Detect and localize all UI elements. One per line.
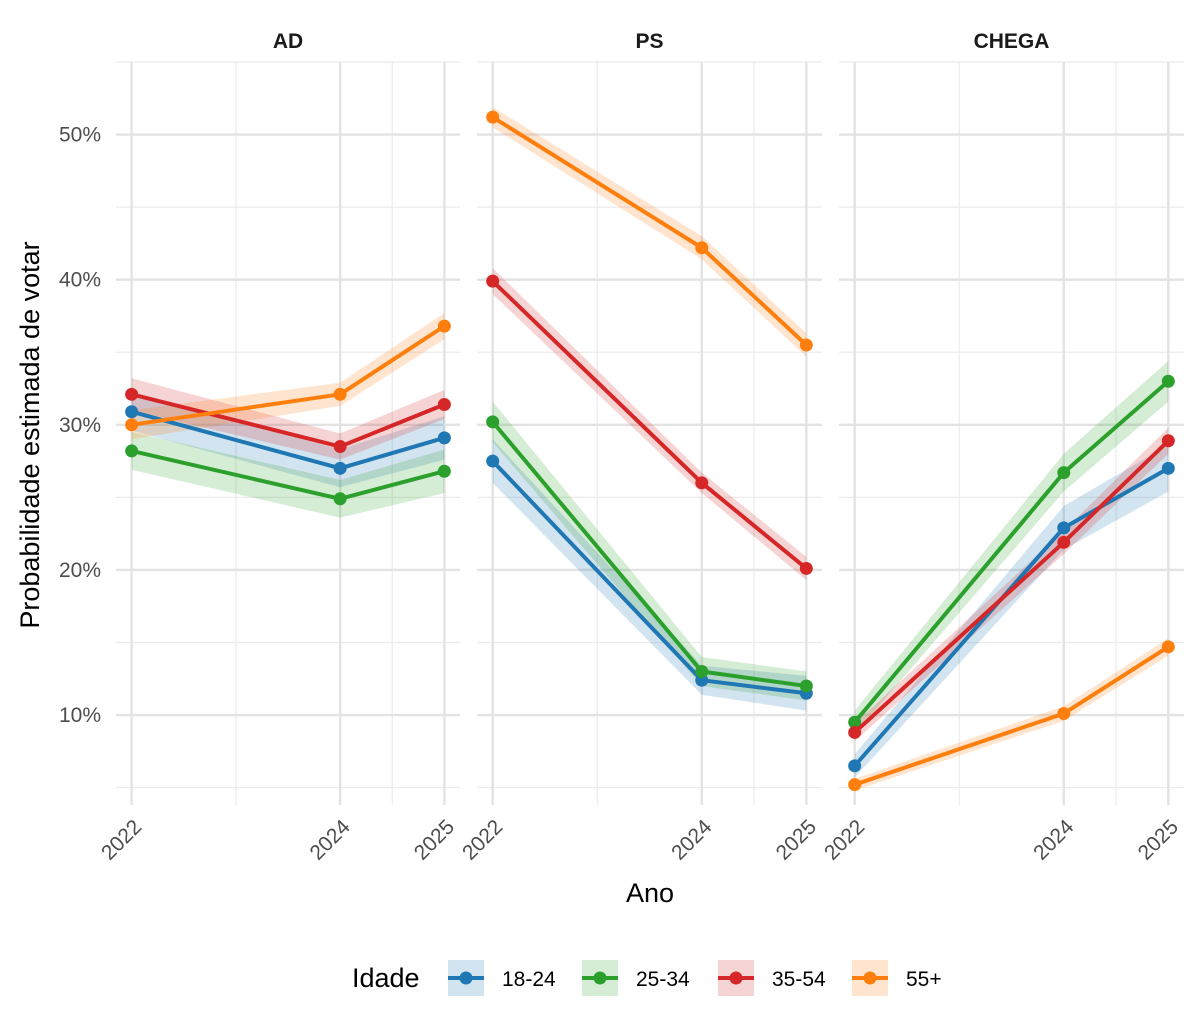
data-point-55+ [1161, 640, 1175, 654]
x-tick-label: 2022 [97, 815, 146, 864]
x-axis-title: Ano [626, 878, 674, 908]
data-point-25-34 [333, 492, 347, 506]
data-point-25-34 [1057, 466, 1071, 480]
x-tick-label: 2024 [305, 815, 355, 865]
data-point-55+ [486, 110, 500, 124]
x-tick-label: 2024 [667, 815, 717, 865]
confidence-band-25-34 [131, 432, 445, 518]
gridlines [477, 61, 822, 805]
data-point-25-34 [799, 679, 813, 693]
data-point-18-24 [125, 405, 139, 419]
data-point-35-54 [333, 440, 347, 454]
legend-key-point [729, 971, 743, 985]
legend-item-18-24: 18-24 [448, 960, 556, 996]
panel-ps: PS 2022 2024 2025 [458, 30, 822, 865]
data-point-55+ [437, 319, 451, 333]
gridlines [839, 61, 1184, 805]
y-axis-title: Probabilidade estimada de votar [15, 241, 45, 628]
legend-label: 35-54 [772, 968, 826, 991]
x-tick-label: 2022 [820, 815, 869, 864]
legend-key-point [593, 971, 607, 985]
legend-label: 25-34 [636, 968, 690, 991]
facet-title: PS [635, 30, 663, 53]
data-point-35-54 [799, 561, 813, 575]
data-point-18-24 [437, 431, 451, 445]
legend-label: 18-24 [502, 968, 556, 991]
data-point-25-34 [695, 664, 709, 678]
data-point-35-54 [1057, 535, 1071, 549]
data-point-55+ [333, 387, 347, 401]
data-point-55+ [848, 778, 862, 792]
panel-ad: AD 2022 2024 2025 [97, 30, 460, 865]
y-tick-label: 40% [59, 269, 101, 292]
confidence-band-18-24 [854, 445, 1169, 778]
x-tick-label: 2024 [1029, 815, 1079, 865]
data-point-35-54 [1161, 434, 1175, 448]
data-point-25-34 [486, 415, 500, 429]
legend-item-25-34: 25-34 [582, 960, 690, 996]
confidence-band-55+ [854, 638, 1169, 791]
legend: Idade 18-24 25-34 35-54 55+ [352, 960, 942, 996]
confidence-band-25-34 [492, 401, 807, 701]
data-point-55+ [695, 241, 709, 255]
y-tick-label: 10% [59, 704, 101, 727]
legend-title: Idade [352, 963, 420, 993]
data-point-35-54 [695, 476, 709, 490]
data-point-25-34 [848, 715, 862, 729]
facet-title: CHEGA [974, 30, 1050, 53]
panel-chega: CHEGA 2022 2024 2025 [820, 30, 1184, 865]
data-point-35-54 [848, 725, 862, 739]
confidence-band-35-54 [131, 378, 445, 460]
x-tick-label: 2025 [772, 815, 821, 864]
data-point-18-24 [1057, 521, 1071, 535]
data-point-18-24 [848, 759, 862, 773]
x-tick-label: 2025 [1134, 815, 1183, 864]
data-point-25-34 [1161, 374, 1175, 388]
legend-item-55+: 55+ [852, 960, 942, 996]
x-tick-label: 2025 [410, 815, 459, 864]
confidence-band-25-34 [854, 360, 1169, 734]
data-point-35-54 [486, 274, 500, 288]
data-point-18-24 [333, 461, 347, 475]
legend-key-point [459, 971, 473, 985]
y-tick-label: 20% [59, 559, 101, 582]
data-point-18-24 [486, 454, 500, 468]
data-point-55+ [799, 338, 813, 352]
legend-item-35-54: 35-54 [718, 960, 826, 996]
data-point-25-34 [125, 444, 139, 458]
y-axis: 10% 20% 30% 40% 50% [59, 124, 101, 727]
legend-label: 55+ [906, 968, 942, 991]
legend-key-point [863, 971, 877, 985]
facet-title: AD [273, 30, 303, 53]
data-point-35-54 [125, 387, 139, 401]
confidence-band-55+ [492, 106, 807, 357]
data-point-18-24 [1161, 461, 1175, 475]
y-tick-label: 50% [59, 124, 101, 147]
y-tick-label: 30% [59, 414, 101, 437]
data-point-25-34 [437, 464, 451, 478]
data-point-35-54 [437, 397, 451, 411]
confidence-band-18-24 [131, 392, 445, 488]
confidence-band-55+ [131, 313, 445, 440]
data-point-55+ [125, 418, 139, 432]
x-tick-label: 2022 [458, 815, 507, 864]
data-point-55+ [1057, 707, 1071, 721]
